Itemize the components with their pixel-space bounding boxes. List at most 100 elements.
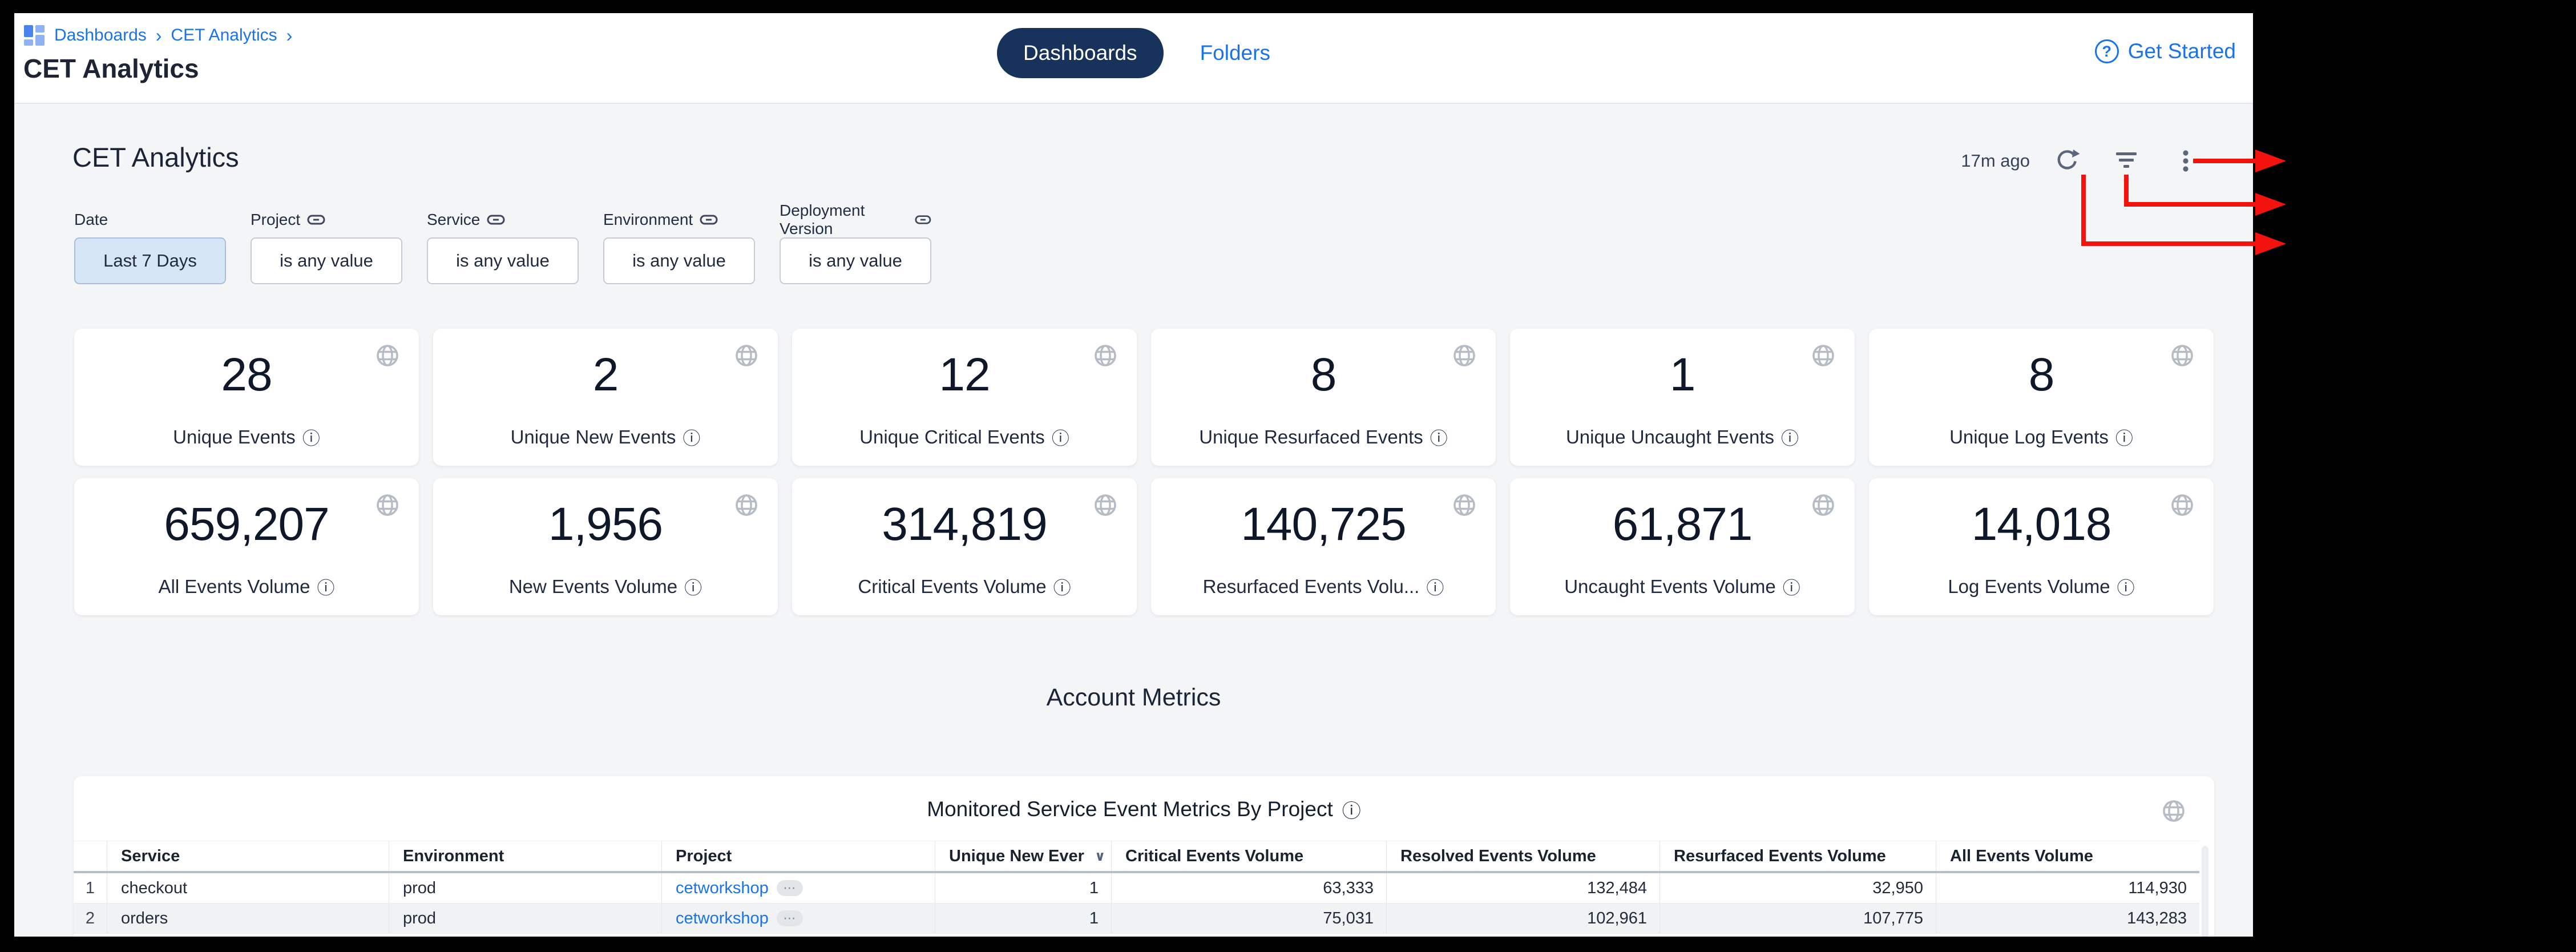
dashboard-title: CET Analytics xyxy=(72,142,239,172)
row-number-header xyxy=(74,841,107,871)
annotation-arrow-line xyxy=(2124,175,2129,207)
annotation-arrow-line xyxy=(2124,202,2256,207)
metric-card-new-events-volume[interactable]: 1,956 New Events Volume ⓘ xyxy=(433,478,778,615)
metric-card-unique-critical-events[interactable]: 12 Unique Critical Events ⓘ xyxy=(792,329,1137,466)
column-header-project[interactable]: Project xyxy=(662,841,935,871)
row-number: 2 xyxy=(74,903,107,933)
filter-label: Service xyxy=(427,211,481,228)
info-icon[interactable]: ⓘ xyxy=(683,429,701,449)
filter-label: Deployment Version xyxy=(780,201,865,237)
column-header-critical-events-volume[interactable]: Critical Events Volume xyxy=(1112,841,1387,871)
metric-card-unique-resurfaced-events[interactable]: 8 Unique Resurfaced Events ⓘ xyxy=(1151,329,1496,466)
filter-label: Project xyxy=(251,211,301,228)
cell-resolved-events-volume: 132,484 xyxy=(1387,873,1660,903)
globe-icon xyxy=(374,492,401,518)
metric-label: Unique Log Events xyxy=(1949,426,2109,447)
table-title: Monitored Service Event Metrics By Proje… xyxy=(927,797,1333,821)
filter-icon[interactable] xyxy=(2113,148,2139,174)
metric-label: Unique Uncaught Events xyxy=(1565,426,1775,447)
info-icon[interactable]: ⓘ xyxy=(302,429,320,449)
metric-label: Log Events Volume xyxy=(1948,575,2110,597)
metric-card-all-events-volume[interactable]: 659,207 All Events Volume ⓘ xyxy=(74,478,419,615)
globe-icon xyxy=(1810,492,1836,518)
column-header-service[interactable]: Service xyxy=(107,841,389,871)
table-card-monitored-service-event-metrics: Monitored Service Event Metrics By Proje… xyxy=(74,776,2214,937)
project-link[interactable]: cetworkshop xyxy=(676,909,769,927)
globe-icon xyxy=(1092,342,1119,369)
metric-card-unique-events[interactable]: 28 Unique Events ⓘ xyxy=(74,329,419,466)
column-header-resolved-events-volume[interactable]: Resolved Events Volume xyxy=(1387,841,1660,871)
metric-value: 8 xyxy=(2028,349,2055,401)
filter-service-value[interactable]: is any value xyxy=(427,237,579,284)
filter-deployment-version-value[interactable]: is any value xyxy=(780,237,931,284)
tab-folders[interactable]: Folders xyxy=(1200,41,1270,64)
column-header-environment[interactable]: Environment xyxy=(389,841,662,871)
metric-card-log-events-volume[interactable]: 14,018 Log Events Volume ⓘ xyxy=(1869,478,2214,615)
column-header-resurfaced-events-volume[interactable]: Resurfaced Events Volume xyxy=(1660,841,1936,871)
metric-card-unique-new-events[interactable]: 2 Unique New Events ⓘ xyxy=(433,329,778,466)
drill-menu-ellipsis-icon[interactable]: ⋯ xyxy=(776,880,803,896)
globe-icon xyxy=(1451,342,1477,369)
annotation-arrowhead xyxy=(2255,232,2286,255)
metric-card-critical-events-volume[interactable]: 314,819 Critical Events Volume ⓘ xyxy=(792,478,1137,615)
cell-all-events-volume: 143,283 xyxy=(2127,909,2187,927)
metric-card-unique-uncaught-events[interactable]: 1 Unique Uncaught Events ⓘ xyxy=(1510,329,1855,466)
get-started-button[interactable]: ? Get Started xyxy=(2094,39,2236,63)
info-icon[interactable]: ⓘ xyxy=(1782,578,1800,598)
column-header-all-events-volume[interactable]: All Events Volume xyxy=(1950,846,2093,865)
metric-value: 1 xyxy=(1669,349,1696,401)
dashboard-actions: 17m ago xyxy=(1961,148,2199,174)
link-icon xyxy=(307,213,325,227)
drill-menu-ellipsis-icon[interactable]: ⋯ xyxy=(776,910,803,926)
cell-resurfaced-events-volume: 107,775 xyxy=(1660,903,1936,933)
cell-environment: prod xyxy=(389,873,662,903)
breadcrumb-separator-icon: › xyxy=(155,25,162,46)
info-icon[interactable]: ⓘ xyxy=(1051,429,1069,449)
dashboard-content: CET Analytics 17m ago Date Last 7 Days P… xyxy=(14,104,2253,937)
table-scrollbar[interactable] xyxy=(2202,846,2208,937)
cell-project: cetworkshop ⋯ xyxy=(662,903,935,933)
link-icon xyxy=(915,213,931,227)
info-icon[interactable]: ⓘ xyxy=(1053,578,1071,598)
annotation-arrow-line xyxy=(2081,241,2256,246)
globe-icon xyxy=(2169,342,2195,369)
filter-date-value[interactable]: Last 7 Days xyxy=(74,237,226,284)
info-icon[interactable]: ⓘ xyxy=(684,578,702,598)
metric-card-resurfaced-events-volume[interactable]: 140,725 Resurfaced Events Volu... ⓘ xyxy=(1151,478,1496,615)
cell-unique-new-events: 1 xyxy=(935,903,1112,933)
metric-label: Critical Events Volume xyxy=(858,575,1047,597)
metric-value: 1,956 xyxy=(548,498,663,550)
get-started-label: Get Started xyxy=(2127,39,2236,63)
column-header-unique-new-events[interactable]: Unique New Ever ∨ xyxy=(935,841,1112,871)
project-link[interactable]: cetworkshop xyxy=(676,878,769,897)
breadcrumb-cet-analytics[interactable]: CET Analytics xyxy=(171,26,277,45)
info-icon[interactable]: ⓘ xyxy=(1430,429,1448,449)
metric-label: Unique Resurfaced Events xyxy=(1199,426,1423,447)
globe-icon xyxy=(1092,492,1119,518)
metric-card-uncaught-events-volume[interactable]: 61,871 Uncaught Events Volume ⓘ xyxy=(1510,478,1855,615)
annotation-arrowhead xyxy=(2255,193,2286,216)
info-icon[interactable]: ⓘ xyxy=(317,578,335,598)
filter-environment-value[interactable]: is any value xyxy=(603,237,755,284)
info-icon[interactable]: ⓘ xyxy=(2115,429,2133,449)
refresh-icon[interactable] xyxy=(2054,148,2080,174)
cell-resurfaced-events-volume: 32,950 xyxy=(1660,873,1936,903)
table-row[interactable]: 1 checkout prod cetworkshop ⋯ 1 63,333 13… xyxy=(74,873,2199,903)
filter-project-value[interactable]: is any value xyxy=(251,237,402,284)
breadcrumb-dashboards[interactable]: Dashboards xyxy=(54,26,147,45)
info-icon[interactable]: ⓘ xyxy=(1426,578,1444,598)
metric-value: 2 xyxy=(592,349,619,401)
metric-value: 140,725 xyxy=(1241,498,1406,550)
metric-value: 61,871 xyxy=(1612,498,1753,550)
globe-icon xyxy=(374,342,401,369)
globe-icon xyxy=(733,342,760,369)
info-icon[interactable]: ⓘ xyxy=(1342,800,1361,821)
metric-label: Unique Critical Events xyxy=(859,426,1045,447)
info-icon[interactable]: ⓘ xyxy=(1781,429,1799,449)
table-row[interactable]: 2 orders prod cetworkshop ⋯ 1 75,031 102,… xyxy=(74,903,2199,934)
tab-dashboards[interactable]: Dashboards xyxy=(997,28,1164,78)
info-icon[interactable]: ⓘ xyxy=(2117,578,2135,598)
cell-environment: prod xyxy=(389,903,662,933)
cell-resolved-events-volume: 102,961 xyxy=(1387,903,1660,933)
metric-card-unique-log-events[interactable]: 8 Unique Log Events ⓘ xyxy=(1869,329,2214,466)
